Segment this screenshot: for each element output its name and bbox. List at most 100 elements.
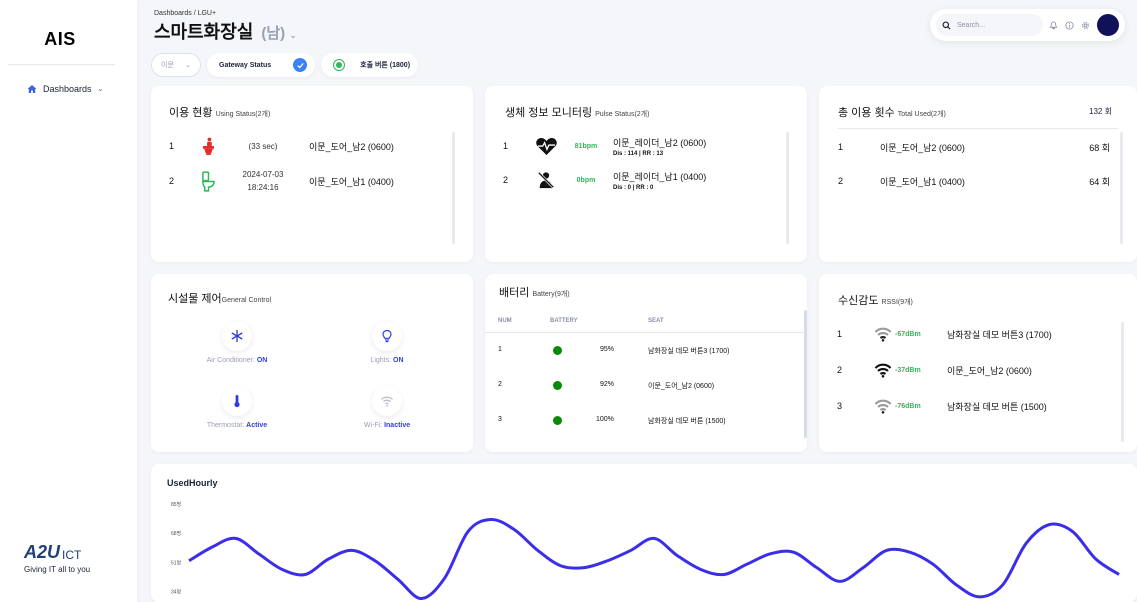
rssi-name: 남화장실 데모 버튼 (1500) [947, 401, 1047, 412]
chevron-down-icon: ⌄ [97, 86, 104, 93]
gateway-status-label: Gateway Status [219, 61, 272, 69]
row-num: 3 [837, 401, 843, 411]
toilet-icon [199, 170, 217, 192]
row-num: 1 [838, 142, 844, 152]
location-select-value: 이문 [161, 62, 174, 69]
call-button-label: 호출 버튼 (1800) [360, 62, 411, 69]
usage-name: 이문_도어_남2 (0600) [309, 141, 394, 152]
row-num: 2 [169, 176, 175, 186]
row-num: 2 [503, 175, 509, 185]
pulse-title: 생체 정보 모니터링 Pulse Status(2개) [505, 107, 650, 119]
series-line [188, 517, 1120, 601]
rssi-title: 수신감도 RSSI(9개) [838, 295, 913, 307]
pulse-name: 이문_레이더_남2 (0600) [613, 137, 707, 148]
list-item: 1 81bpm 이문_레이더_남2 (0600) Dis : 114 | RR … [503, 134, 706, 158]
chevron-down-icon: ⌄ [289, 30, 297, 40]
search-input[interactable]: Search... [957, 21, 986, 29]
rssi-dbm: -76dBm [895, 402, 921, 410]
battery-status-dot [553, 346, 562, 355]
search-icon [942, 20, 951, 30]
sidebar-item-label: Dashboards [43, 84, 92, 94]
search-box[interactable]: Search... [936, 14, 1044, 36]
scrollbar[interactable] [452, 132, 455, 244]
lights-control[interactable]: Lights: ON [327, 321, 447, 364]
y-tick-label: 34명 [171, 589, 181, 596]
top-toolbar: Search... [930, 9, 1125, 41]
page-subtitle-select[interactable]: (남) ⌄ [261, 22, 297, 43]
sidebar: AIS Dashboards ⌄ A2U ICT Giving IT all t… [0, 0, 137, 602]
scrollbar[interactable] [1120, 132, 1123, 244]
info-icon[interactable] [1064, 20, 1075, 31]
pulse-card: 생체 정보 모니터링 Pulse Status(2개) 1 81bpm 이문_레… [485, 86, 807, 262]
rssi-name: 이문_도어_남2 (0600) [947, 365, 1032, 376]
bell-icon[interactable] [1048, 20, 1059, 31]
divider [838, 128, 1118, 129]
list-item: 1 -67dBm 남화장실 데모 버튼3 (1700) [837, 326, 1052, 342]
battery-status-dot [553, 381, 562, 390]
rssi-card: 수신감도 RSSI(9개) 1 -67dBm 남화장실 데모 버튼3 (1700… [819, 274, 1137, 452]
total-name: 이문_도어_남2 (0600) [880, 142, 965, 153]
gear-icon[interactable] [1080, 20, 1091, 31]
wifi-signal-icon [871, 326, 895, 342]
sidebar-item-dashboards[interactable]: Dashboards ⌄ [27, 84, 103, 94]
wifi-control[interactable]: Wi-Fi: Inactive [327, 386, 447, 429]
brand-mark: A2U [24, 542, 61, 562]
wifi-signal-icon [871, 398, 895, 414]
battery-percent: 92% [600, 381, 615, 388]
battery-seat: 남화장실 데모 버튼3 (1700) [648, 348, 730, 355]
y-tick-label: 68명 [171, 530, 181, 537]
location-select[interactable]: 이문 ⌄ [151, 53, 201, 77]
thermostat-control[interactable]: Thermostat: Active [177, 386, 297, 429]
total-count: 132 회 [1089, 107, 1112, 116]
battery-title: 배터리 Battery(9개) [499, 287, 570, 299]
air-conditioner-control[interactable]: Air Conditioner: ON [177, 321, 297, 364]
row-num: 2 [838, 176, 844, 186]
sidebar-divider [8, 64, 115, 65]
radio-icon[interactable] [333, 59, 346, 71]
row-num: 1 [169, 141, 175, 151]
column-header: BATTERY [550, 318, 578, 324]
battery-card: 배터리 Battery(9개) NUM BATTERY SEAT 1 95% 남… [485, 274, 807, 452]
usage-name: 이문_도어_남1 (0400) [309, 176, 394, 187]
row-num: 1 [837, 329, 843, 339]
rssi-name: 남화장실 데모 버튼3 (1700) [947, 329, 1052, 340]
pulse-bpm: 0bpm [576, 176, 596, 184]
wifi-icon [381, 396, 393, 407]
lightbulb-icon [382, 329, 392, 343]
battery-status-dot [553, 416, 562, 425]
person-on-toilet-icon [199, 137, 217, 156]
scrollbar[interactable] [786, 132, 789, 244]
chart-title: UsedHourly [167, 478, 218, 488]
total-name: 이문_도어_남1 (0400) [880, 176, 965, 187]
usage-title: 이용 현황 Using Status(2개) [169, 107, 271, 119]
heart-pulse-icon [533, 137, 559, 156]
column-header: SEAT [648, 318, 664, 324]
battery-seat: 남화장실 데모 버튼 (1500) [648, 418, 726, 425]
list-item: 1 (33 sec) 이문_도어_남2 (0600) [169, 136, 394, 156]
page-title-row: 스마트화장실 (남) ⌄ [154, 18, 297, 44]
total-row-count: 68 회 [1089, 142, 1110, 153]
pulse-detail: Dis : 114 | RR : 13 [613, 150, 664, 157]
home-icon [27, 85, 37, 93]
table-row: 2 92% 이문_도어_남2 (0600) [485, 379, 807, 395]
gateway-status: Gateway Status [207, 53, 316, 77]
battery-percent: 100% [596, 416, 614, 423]
table-header: NUM BATTERY SEAT [485, 318, 807, 333]
avatar[interactable] [1097, 14, 1119, 36]
hourly-chart-card: UsedHourly 85명 68명 51명 34명 [151, 464, 1137, 602]
pulse-name: 이문_레이더_남1 (0400) [613, 171, 707, 182]
hourly-line-chart: 85명 68명 51명 34명 [171, 501, 1120, 601]
page-subtitle: (남) [261, 25, 286, 42]
wifi-signal-icon [871, 362, 895, 378]
scrollbar[interactable] [804, 310, 807, 438]
list-item: 2 -37dBm 이문_도어_남2 (0600) [837, 362, 1032, 378]
scrollbar[interactable] [1121, 322, 1124, 442]
page-title: 스마트화장실 [154, 22, 254, 42]
pulse-info: 이문_레이더_남1 (0400) Dis : 0 | RR : 0 [613, 170, 706, 191]
list-item: 2 0bpm 이문_레이더_남1 (0400) Dis : 0 | RR : 0 [503, 168, 706, 192]
battery-seat: 이문_도어_남2 (0600) [648, 383, 715, 390]
column-header: NUM [498, 318, 512, 324]
battery-percent: 95% [600, 346, 615, 353]
brand-suffix: ICT [62, 548, 82, 562]
usage-time: (33 sec) [248, 141, 278, 151]
